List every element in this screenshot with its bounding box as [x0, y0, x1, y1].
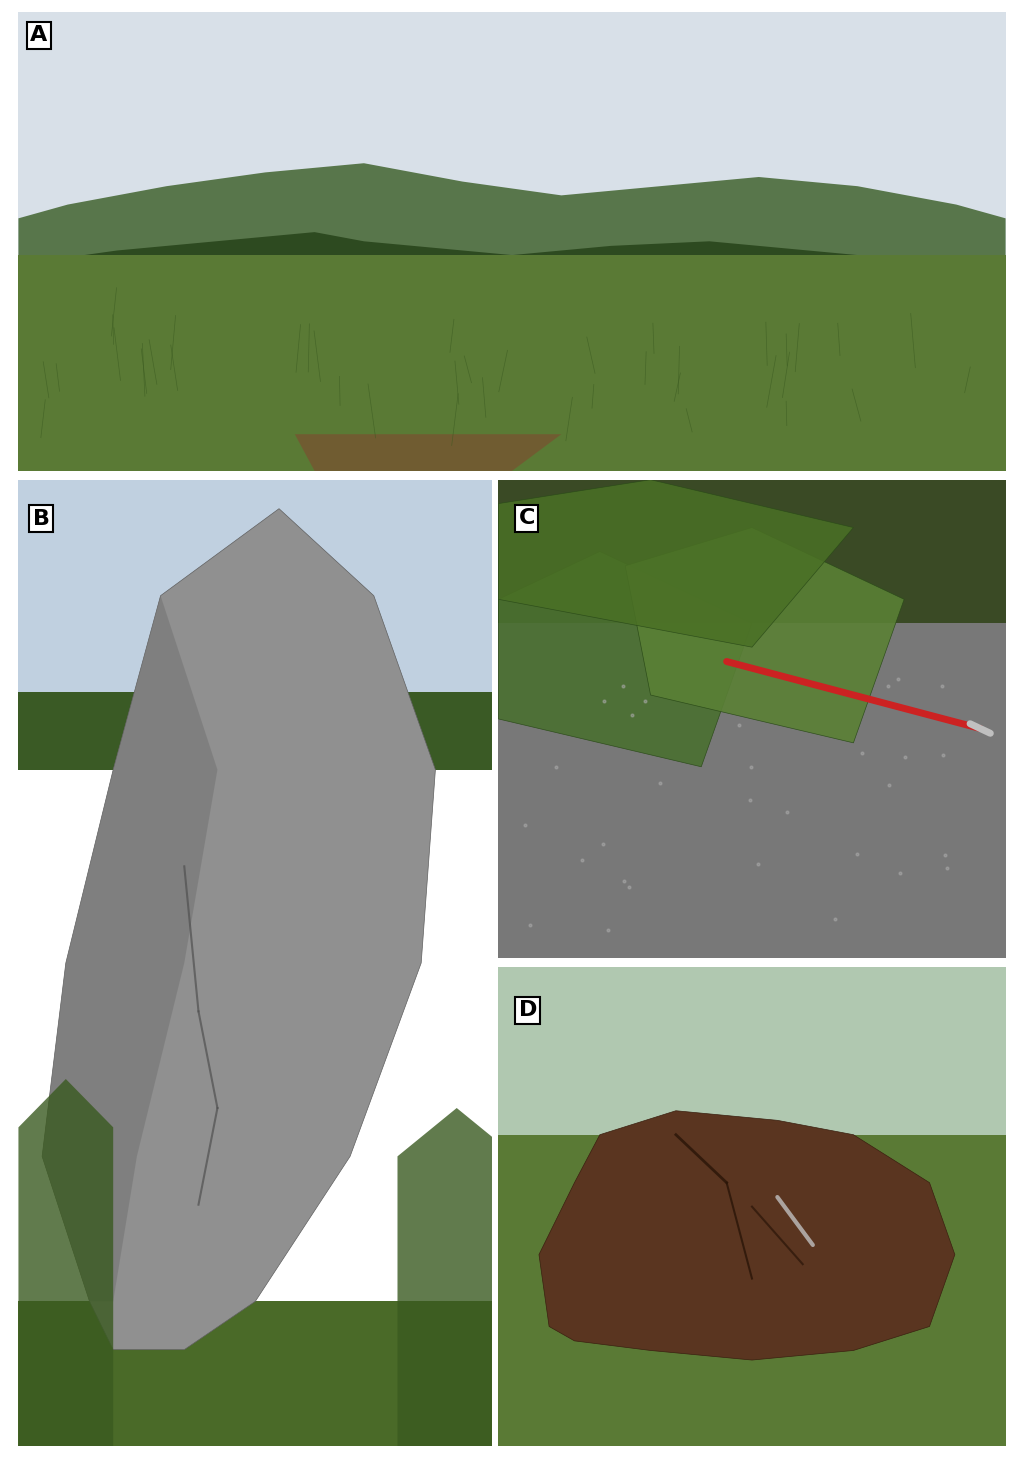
Polygon shape [499, 480, 1006, 623]
Polygon shape [18, 163, 1006, 278]
Polygon shape [18, 255, 1006, 471]
Text: D: D [519, 1000, 537, 1021]
Polygon shape [18, 12, 1006, 278]
Polygon shape [18, 1302, 493, 1446]
Polygon shape [18, 480, 493, 722]
Text: B: B [33, 509, 49, 529]
Polygon shape [42, 509, 435, 1350]
Polygon shape [18, 232, 1006, 278]
Polygon shape [499, 480, 853, 647]
Polygon shape [499, 1134, 1006, 1446]
Polygon shape [295, 434, 561, 471]
Polygon shape [18, 693, 493, 770]
Polygon shape [397, 1108, 516, 1446]
Polygon shape [539, 1111, 954, 1360]
Polygon shape [499, 599, 1006, 958]
Polygon shape [18, 1079, 114, 1446]
Polygon shape [42, 596, 217, 1302]
Polygon shape [499, 967, 1006, 1159]
Polygon shape [626, 528, 904, 744]
Polygon shape [499, 551, 752, 767]
Text: C: C [519, 509, 536, 528]
Text: A: A [31, 25, 47, 45]
